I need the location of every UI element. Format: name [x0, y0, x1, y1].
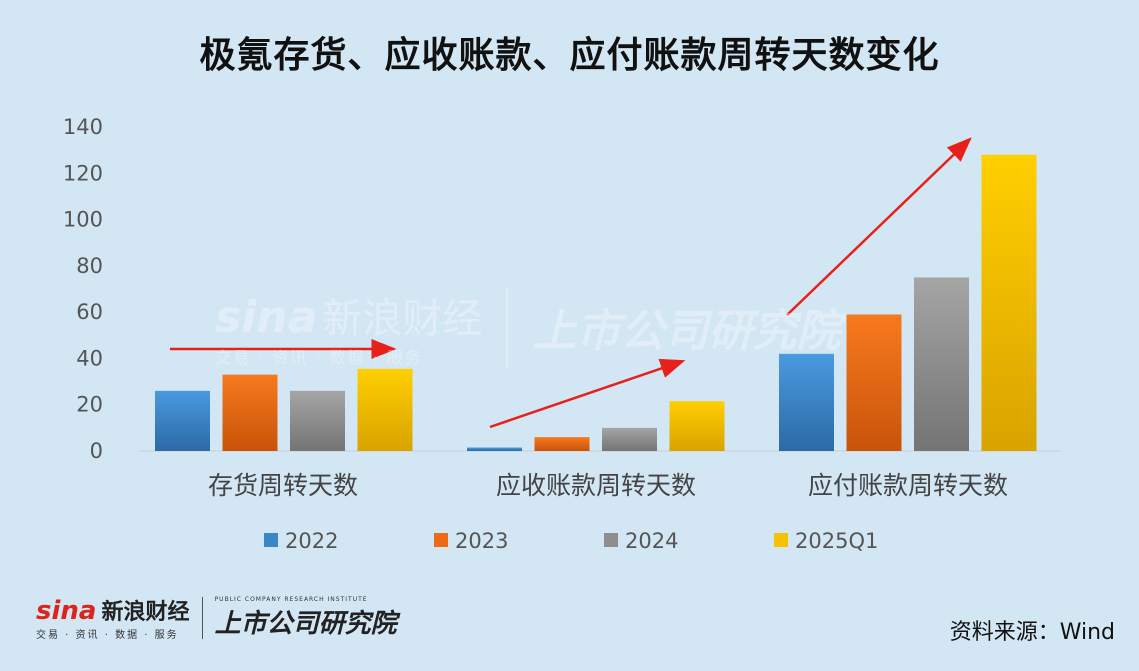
bar-2022-0 [155, 390, 210, 451]
footer-logo: sina 新浪财经 交易 · 资讯 · 数据 · 服务 PUBLIC COMPA… [36, 594, 397, 642]
y-tick-label: 20 [76, 393, 103, 417]
bar-2024-0 [290, 390, 345, 451]
legend-swatch-2022 [264, 533, 278, 547]
legend-label-2023: 2023 [455, 529, 508, 553]
bar-2024-1 [602, 427, 657, 451]
y-tick-label: 100 [63, 208, 103, 232]
y-tick-label: 60 [76, 300, 103, 324]
legend-swatch-2023 [434, 533, 448, 547]
y-tick-label: 140 [63, 115, 103, 139]
bar-2023-0 [222, 374, 278, 451]
footer-brand: sina [36, 596, 97, 626]
footer-institute: 上市公司研究院 [214, 608, 397, 639]
y-tick-label: 120 [63, 161, 103, 185]
footer-brand-cn: 新浪财经 [101, 600, 190, 625]
footer-institute-en: PUBLIC COMPANY RESEARCH INSTITUTE [214, 595, 368, 603]
bar-2022-1 [467, 447, 522, 451]
bar-2025Q1-1 [669, 401, 725, 451]
y-axis-ticks: 0 20 40 60 80 100 120 140 [63, 115, 103, 463]
legend-label-2024: 2024 [625, 529, 678, 553]
legend-label-2025Q1: 2025Q1 [795, 529, 878, 553]
bar-2022-2 [779, 353, 834, 451]
y-tick-label: 0 [90, 439, 103, 463]
bar-2025Q1-0 [357, 368, 413, 451]
legend-swatch-2024 [604, 533, 618, 547]
trend-arrow-receivables [489, 358, 686, 429]
footer-divider [201, 596, 203, 639]
bars [155, 154, 1037, 451]
bar-2025Q1-2 [981, 154, 1037, 451]
x-category-label: 存货周转天数 [208, 471, 358, 500]
legend-label-2022: 2022 [285, 529, 338, 553]
source-note: 资料来源：Wind [949, 620, 1115, 645]
bar-2023-1 [534, 437, 590, 451]
legend: 2022 2023 2024 2025Q1 [264, 529, 878, 553]
y-tick-label: 80 [76, 254, 103, 278]
trend-arrows [170, 137, 972, 429]
legend-swatch-2025Q1 [774, 533, 788, 547]
x-axis-categories: 存货周转天数 应收账款周转天数 应付账款周转天数 [208, 471, 1008, 500]
chart-title: 极氪存货、应收账款、应付账款周转天数变化 [199, 35, 940, 76]
y-tick-label: 40 [76, 346, 103, 370]
bar-2024-2 [914, 277, 969, 451]
trend-arrow-payables [786, 137, 972, 316]
x-category-label: 应收账款周转天数 [496, 471, 696, 500]
x-category-label: 应付账款周转天数 [808, 471, 1008, 500]
bar-2023-2 [846, 314, 902, 451]
footer-brand-sub: 交易 · 资讯 · 数据 · 服务 [36, 630, 179, 641]
